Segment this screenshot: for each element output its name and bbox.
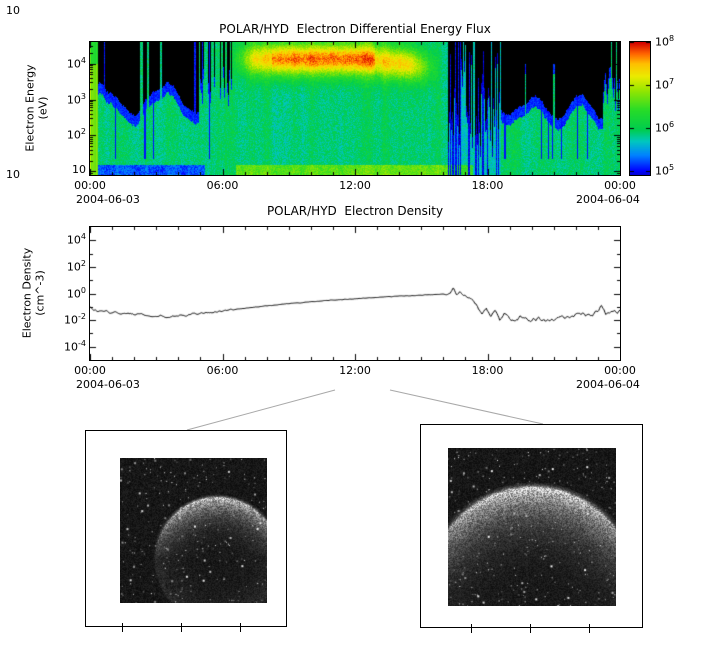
colorbar [630, 42, 650, 175]
density-time-tick-label: 06:00 [206, 364, 239, 377]
flux-time-tick-label: 00:00 [604, 179, 636, 192]
density-start-date-label: 2004-06-03 [76, 378, 140, 391]
density-time-tick-label: 12:00 [339, 364, 371, 377]
density-plot [90, 227, 620, 360]
colorbar-tick-label: 106 [655, 120, 675, 135]
density-y-tick-label: 10-4 [64, 338, 86, 354]
flux-spectrogram-frame [89, 41, 621, 176]
frame-tick [181, 623, 182, 632]
flux-start-date-label: 2004-06-03 [76, 193, 140, 206]
frame-tick [530, 624, 531, 633]
image-frame-left [85, 430, 287, 632]
frame-tick [471, 624, 472, 633]
colorbar-tick-label: 108 [655, 34, 675, 49]
density-plot-frame [89, 226, 621, 361]
density-end-date-label: 2004-06-04 [576, 378, 640, 391]
density-panel-title: POLAR/HYD Electron Density [266, 204, 444, 218]
colorbar-tick-label: 105 [655, 163, 675, 178]
flux-spectrogram [90, 42, 620, 175]
stray-tick-label-mid: 10 [6, 168, 20, 181]
frame-tick [122, 623, 123, 632]
density-y-tick-label: 104 [66, 232, 86, 247]
density-y-axis-title-line1: Electron Density [20, 247, 34, 339]
frame-tick [240, 623, 241, 632]
aurora-image-right [448, 448, 616, 606]
density-y-tick-label: 10-2 [64, 312, 86, 327]
flux-time-tick-label: 06:00 [206, 179, 239, 192]
aurora-image-left [120, 458, 267, 603]
flux-end-date-label: 2004-06-04 [576, 193, 640, 206]
connector-line-left [186, 389, 336, 431]
flux-y-tick-label: 10 [72, 163, 86, 177]
flux-time-tick-label: 12:00 [339, 179, 371, 192]
density-time-tick-label: 00:00 [74, 364, 106, 377]
connector-line-right [389, 389, 544, 425]
stray-tick-label-top: 10 [6, 4, 20, 17]
flux-y-tick-label: 103 [66, 91, 86, 107]
flux-y-tick-label: 102 [66, 127, 86, 143]
density-y-tick-label: 102 [66, 258, 86, 274]
density-y-tick-label: 100 [66, 285, 86, 301]
flux-y-axis-title-line1: Electron Energy [23, 64, 37, 152]
density-time-axis: 00:00 06:00 12:00 18:00 00:00 [74, 364, 636, 378]
flux-panel-title: POLAR/HYD Electron Differential Energy F… [219, 22, 491, 36]
colorbar-tick-label: 107 [655, 77, 675, 92]
colorbar-frame [629, 41, 651, 176]
density-time-tick-label: 18:00 [471, 364, 504, 377]
flux-time-tick-label: 00:00 [74, 179, 106, 192]
image-frame-right [420, 424, 643, 633]
density-time-tick-label: 00:00 [604, 364, 636, 377]
flux-time-tick-label: 18:00 [471, 179, 504, 192]
flux-y-tick-label: 104 [66, 55, 86, 71]
frame-tick [589, 624, 590, 633]
flux-time-axis: 00:00 06:00 12:00 18:00 00:00 [74, 179, 636, 193]
